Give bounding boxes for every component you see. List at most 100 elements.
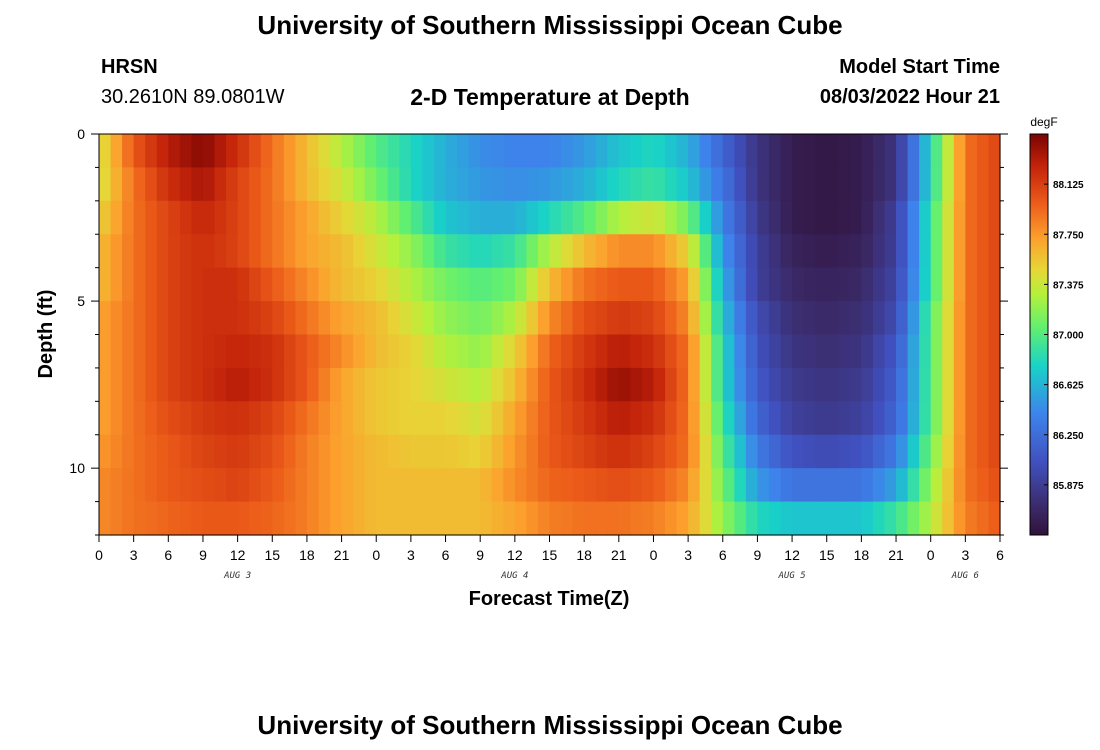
heatmap-cell [445, 501, 458, 536]
heatmap-cell [907, 501, 920, 536]
heatmap-cell [353, 134, 366, 169]
heatmap-cell [930, 401, 943, 436]
heatmap-cell [330, 200, 343, 235]
heatmap-cell [907, 334, 920, 369]
heatmap-cell [976, 267, 990, 302]
heatmap-cell [688, 434, 701, 469]
x-tick-label: 12 [230, 547, 246, 563]
heatmap-cell [722, 401, 735, 436]
heatmap-cell [526, 434, 539, 469]
heatmap-cell [561, 468, 574, 503]
heatmap-cell [202, 434, 216, 469]
heatmap-cell [896, 167, 909, 202]
heatmap-cell [584, 301, 597, 336]
heatmap-cell [896, 267, 909, 302]
heatmap-cell [838, 200, 851, 235]
heatmap-cell [561, 401, 574, 436]
heatmap-cell [168, 134, 181, 169]
x-tick-label: 6 [164, 547, 172, 563]
heatmap-cell [514, 234, 527, 269]
heatmap-cell [907, 401, 920, 436]
heatmap-cell [133, 401, 146, 436]
heatmap-cell [168, 434, 181, 469]
heatmap-cell [953, 468, 966, 503]
heatmap-cell [734, 134, 747, 169]
heatmap-cell [353, 367, 366, 402]
heatmap-cell [376, 401, 389, 436]
heatmap-cell [318, 334, 331, 369]
heatmap-cell [930, 167, 943, 202]
heatmap-cell [399, 334, 412, 369]
heatmap-cell [457, 167, 470, 202]
heatmap-cell [122, 167, 135, 202]
heatmap-cell [711, 334, 724, 369]
x-tick-label: 3 [130, 547, 138, 563]
heatmap-cell [191, 468, 204, 503]
heatmap-cell [191, 434, 204, 469]
x-tick-label: 15 [542, 547, 558, 563]
heatmap-cell [988, 267, 1001, 302]
heatmap-cell [942, 334, 955, 369]
heatmap-cell [272, 468, 285, 503]
heatmap-cell [595, 234, 608, 269]
heatmap-cell [341, 501, 354, 536]
heatmap-cell [872, 434, 886, 469]
heatmap-cell [826, 234, 839, 269]
heatmap-cell [260, 367, 273, 402]
heatmap-cell [503, 134, 516, 169]
heatmap-cell [826, 301, 839, 336]
heatmap-cell [988, 301, 1001, 336]
heatmap-cell [364, 234, 377, 269]
heatmap-cell [607, 234, 620, 269]
heatmap-cell [965, 200, 978, 235]
x-tick-label: 18 [576, 547, 592, 563]
heatmap-cell [572, 134, 585, 169]
heatmap-cell [653, 367, 666, 402]
heatmap-cell [122, 434, 135, 469]
heatmap-cell [988, 468, 1001, 503]
heatmap-cell [191, 134, 204, 169]
heatmap-cell [306, 267, 320, 302]
heatmap-cell [676, 501, 689, 536]
heatmap-cell [896, 301, 909, 336]
heatmap-cell [272, 501, 285, 536]
heatmap-cell [514, 367, 527, 402]
heatmap-cell [815, 434, 828, 469]
heatmap-cell [965, 401, 978, 436]
heatmap-cell [907, 234, 920, 269]
heatmap-cell [295, 434, 308, 469]
heatmap-cell [872, 401, 886, 436]
heatmap-cell [676, 434, 689, 469]
heatmap-cell [399, 301, 412, 336]
heatmap-cell [838, 434, 851, 469]
heatmap-cell [283, 468, 296, 503]
heatmap-cell [572, 334, 585, 369]
heatmap-cell [711, 434, 724, 469]
heatmap-cell [907, 267, 920, 302]
heatmap-cell [757, 334, 770, 369]
heatmap-cell [179, 434, 193, 469]
x-tick-label: 21 [611, 547, 627, 563]
heatmap-cell [272, 234, 285, 269]
heatmap-cell [387, 367, 400, 402]
heatmap-cell [179, 468, 193, 503]
x-tick-label: 0 [372, 547, 380, 563]
heatmap-cell [572, 234, 585, 269]
heatmap-cell [630, 434, 643, 469]
heatmap-cell [503, 167, 516, 202]
heatmap-cell [526, 501, 539, 536]
heatmap-cell [641, 434, 655, 469]
heatmap-cell [872, 134, 886, 169]
x-tick-label: 21 [334, 547, 350, 563]
heatmap-cell [445, 134, 458, 169]
heatmap-cell [953, 401, 966, 436]
heatmap-cell [422, 401, 435, 436]
heatmap-cell [826, 434, 839, 469]
heatmap-cell [133, 334, 146, 369]
heatmap-cell [734, 434, 747, 469]
heatmap-cell [734, 468, 747, 503]
day-label: AUG 5 [778, 571, 806, 581]
heatmap-cell [526, 267, 539, 302]
heatmap-cell [399, 234, 412, 269]
heatmap-cell [410, 267, 424, 302]
